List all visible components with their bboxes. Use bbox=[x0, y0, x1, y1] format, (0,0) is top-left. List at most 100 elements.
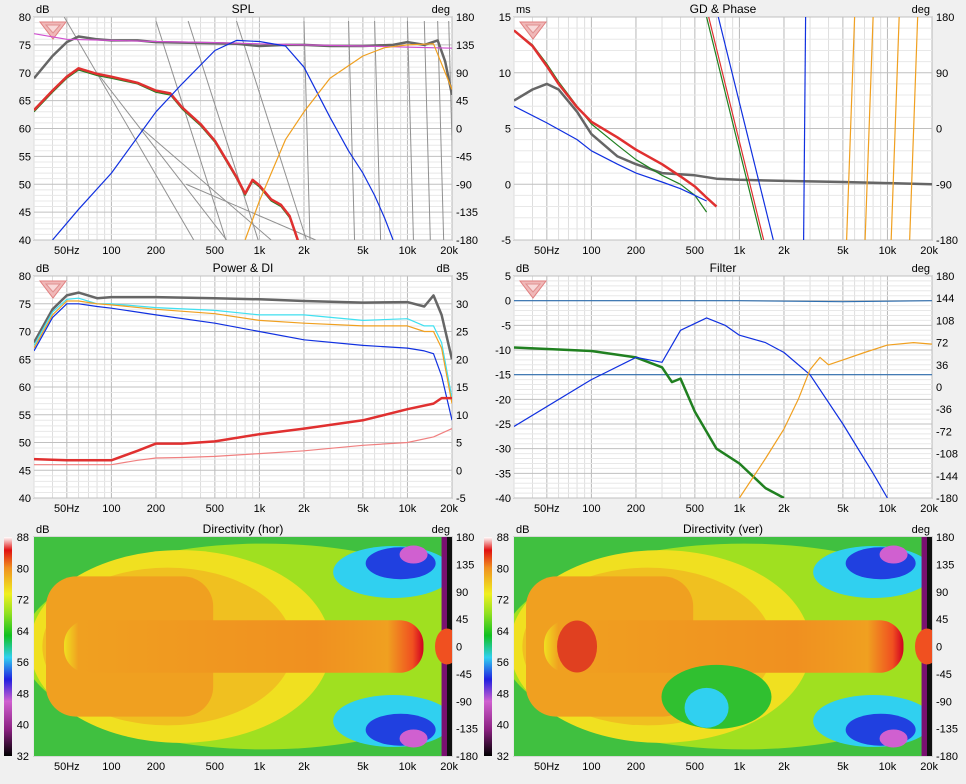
x-tick-label: 50Hz bbox=[534, 761, 560, 773]
y2-tick-label: 15 bbox=[456, 382, 468, 394]
y-tick-label: 10 bbox=[499, 68, 511, 80]
phase-wrap-line bbox=[155, 20, 227, 240]
y-tick-label: 0 bbox=[505, 179, 511, 191]
y2-tick-label: 45 bbox=[456, 614, 468, 626]
panel-title: SPL bbox=[232, 2, 255, 16]
x-tick-label: 20k bbox=[440, 245, 458, 257]
x-tick-label: 1k bbox=[734, 245, 746, 257]
y2-tick-label: 180 bbox=[456, 532, 474, 544]
x-tick-label: 5k bbox=[837, 245, 849, 257]
y2-tick-label: -180 bbox=[936, 235, 958, 247]
panel-title: Directivity (ver) bbox=[683, 522, 763, 536]
y-tick-label: 56 bbox=[17, 657, 29, 669]
phase-line-red bbox=[708, 17, 765, 240]
left-unit: dB bbox=[516, 263, 529, 275]
series-line-cyan bbox=[34, 297, 452, 399]
y-tick-label: 45 bbox=[19, 465, 31, 477]
y2-tick-label: 90 bbox=[456, 68, 468, 80]
x-tick-label: 10k bbox=[399, 761, 417, 773]
grid bbox=[33, 16, 453, 241]
right-unit: deg bbox=[432, 524, 450, 536]
y2-tick-label: 0 bbox=[456, 642, 462, 654]
phase-line-orange bbox=[846, 17, 856, 240]
phase-wrap-line bbox=[348, 20, 356, 240]
y2-tick-label: 72 bbox=[936, 338, 948, 350]
y-tick-label: 88 bbox=[497, 532, 509, 544]
phase-line-orange bbox=[864, 17, 874, 240]
y-tick-label: -25 bbox=[495, 419, 511, 431]
vituixcad-logo-icon bbox=[518, 280, 548, 299]
y2-tick-label: -72 bbox=[936, 426, 952, 438]
series-line-gray bbox=[34, 35, 452, 96]
y-tick-label: 40 bbox=[19, 235, 31, 247]
y2-tick-label: -180 bbox=[456, 235, 478, 247]
y2-tick-label: 36 bbox=[936, 360, 948, 372]
x-tick-label: 50Hz bbox=[534, 245, 560, 257]
y-tick-label: -10 bbox=[495, 345, 511, 357]
phase-line-blue bbox=[717, 17, 774, 240]
y-tick-label: 80 bbox=[497, 563, 509, 575]
y2-tick-label: 0 bbox=[936, 124, 942, 136]
panel-title: GD & Phase bbox=[690, 2, 757, 16]
x-tick-label: 1k bbox=[254, 245, 266, 257]
series-line-blue bbox=[514, 105, 707, 202]
x-tick-label: 100 bbox=[102, 503, 120, 515]
y2-tick-label: -135 bbox=[936, 724, 958, 736]
off-axis-curve bbox=[96, 72, 227, 240]
x-tick-label: 2k bbox=[778, 761, 790, 773]
y-tick-label: 64 bbox=[17, 626, 29, 638]
series-line-blue bbox=[514, 317, 888, 498]
y-tick-label: 72 bbox=[17, 595, 29, 607]
y-tick-label: 88 bbox=[17, 532, 29, 544]
y-tick-label: 65 bbox=[19, 96, 31, 108]
x-tick-label: 5k bbox=[357, 503, 369, 515]
y-tick-label: -30 bbox=[495, 444, 511, 456]
x-tick-label: 1k bbox=[254, 761, 266, 773]
y2-tick-label: -45 bbox=[936, 669, 952, 681]
right-unit: deg bbox=[912, 4, 930, 16]
x-tick-label: 500 bbox=[206, 761, 224, 773]
x-tick-label: 200 bbox=[627, 503, 645, 515]
x-tick-label: 1k bbox=[734, 761, 746, 773]
x-tick-label: 1k bbox=[254, 503, 266, 515]
heatmap[interactable] bbox=[501, 537, 966, 756]
left-unit: dB bbox=[36, 4, 49, 16]
series-line-orange bbox=[738, 342, 932, 498]
series-line-red bbox=[514, 29, 718, 208]
y2-tick-label: 5 bbox=[456, 438, 462, 450]
x-tick-label: 50Hz bbox=[54, 761, 80, 773]
y-tick-label: 64 bbox=[497, 626, 509, 638]
y2-tick-label: 135 bbox=[456, 40, 474, 52]
y2-tick-label: 90 bbox=[936, 68, 948, 80]
y-tick-label: 65 bbox=[19, 354, 31, 366]
series-line-blue bbox=[52, 39, 394, 240]
x-tick-label: 10k bbox=[879, 761, 897, 773]
series-line-red bbox=[34, 396, 452, 462]
vituixcad-logo-icon bbox=[38, 21, 68, 40]
right-unit: deg bbox=[912, 263, 930, 275]
y-tick-label: -5 bbox=[501, 320, 511, 332]
y2-tick-label: 90 bbox=[936, 587, 948, 599]
y-tick-label: 80 bbox=[19, 271, 31, 283]
y2-tick-label: 180 bbox=[936, 532, 954, 544]
phase-wrap-line bbox=[406, 20, 414, 240]
x-tick-label: 50Hz bbox=[54, 503, 80, 515]
left-unit: dB bbox=[36, 263, 49, 275]
y2-tick-label: 90 bbox=[456, 587, 468, 599]
y-tick-label: 50 bbox=[19, 179, 31, 191]
panel-filter bbox=[513, 275, 933, 499]
y-tick-label: 55 bbox=[19, 151, 31, 163]
y2-tick-label: -135 bbox=[456, 207, 478, 219]
x-tick-label: 100 bbox=[582, 761, 600, 773]
heatmap[interactable] bbox=[21, 537, 506, 756]
phase-line-green bbox=[705, 17, 763, 240]
y-tick-label: 40 bbox=[17, 720, 29, 732]
vituixcad-logo-icon bbox=[518, 21, 548, 40]
y2-tick-label: 10 bbox=[456, 410, 468, 422]
y-tick-label: 32 bbox=[17, 751, 29, 763]
x-tick-label: 2k bbox=[778, 503, 790, 515]
x-tick-label: 200 bbox=[627, 245, 645, 257]
x-tick-label: 100 bbox=[102, 245, 120, 257]
y2-tick-label: 144 bbox=[936, 293, 954, 305]
x-tick-label: 500 bbox=[686, 245, 704, 257]
